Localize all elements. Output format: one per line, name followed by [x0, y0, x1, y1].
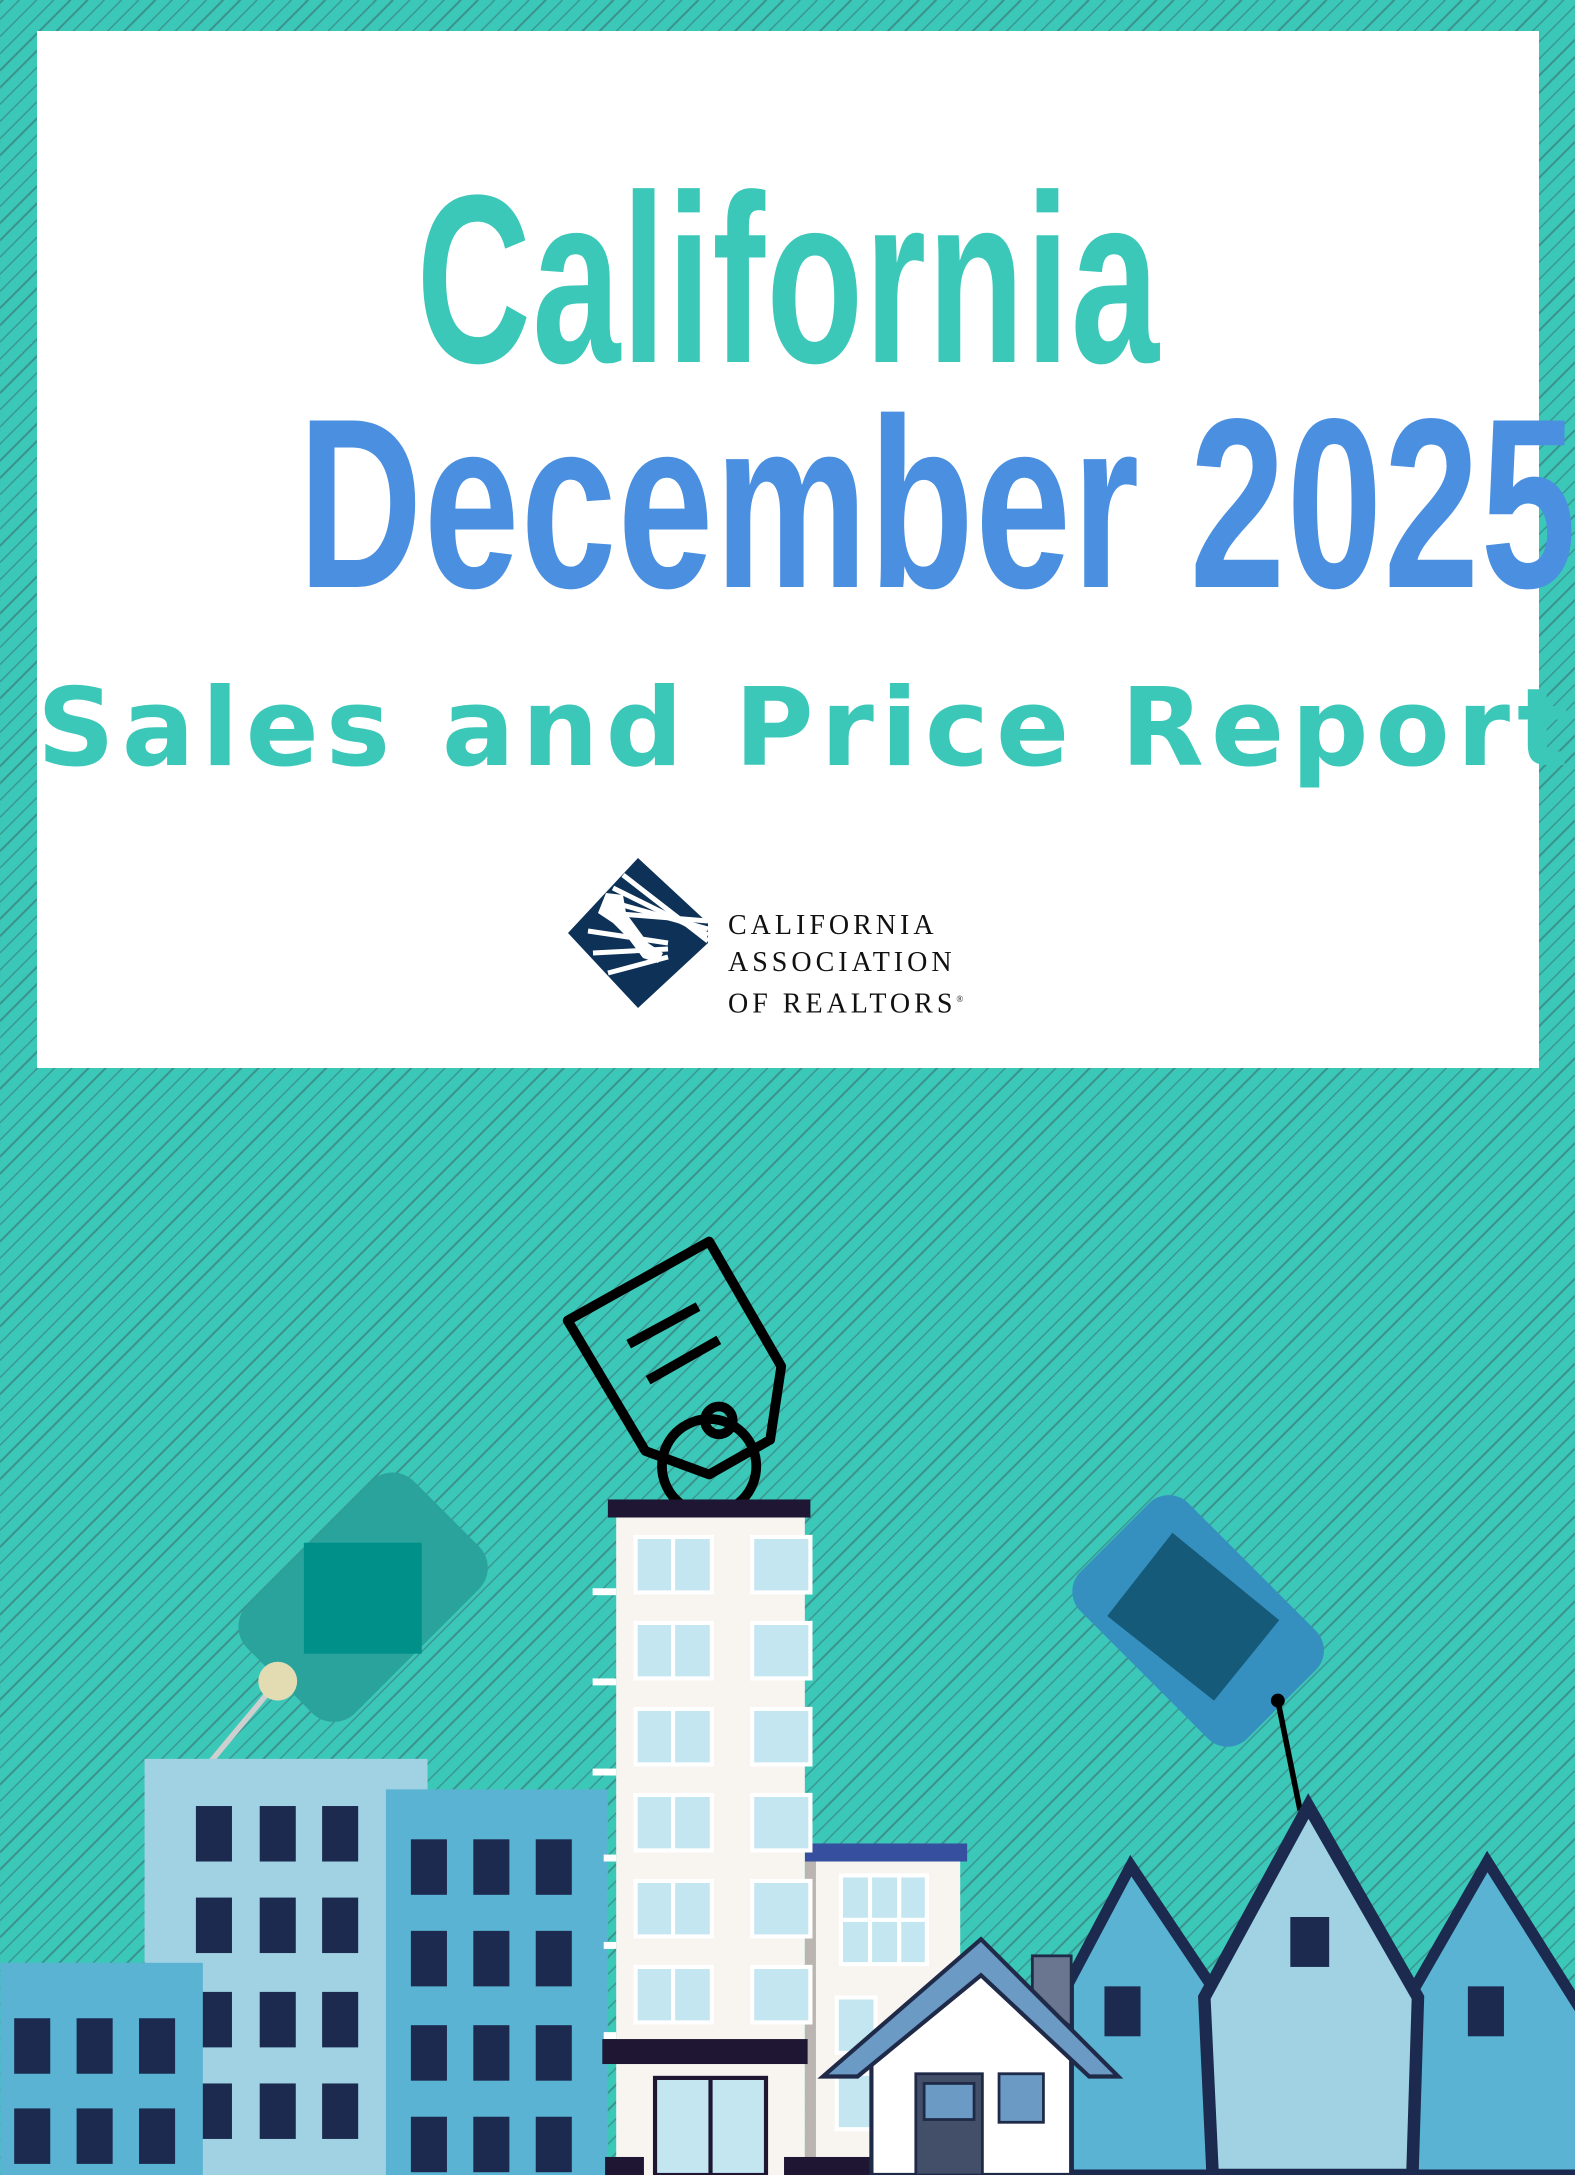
- house-right-2: [1198, 1793, 1425, 2175]
- registered-mark: ®: [956, 994, 964, 1004]
- building-short-left: [0, 1962, 203, 2175]
- house-right-1: [1062, 1854, 1220, 2175]
- date-text: December 2025: [298, 369, 1575, 639]
- building-tall: [592, 1499, 875, 2175]
- car-logo-mark-icon: [568, 858, 710, 1008]
- house-white: [817, 1936, 1124, 2175]
- logo-line-3-text: OF REALTORS: [728, 988, 957, 1020]
- building-medium: [385, 1789, 608, 2175]
- title-card: California December 2025 Sales and Price…: [37, 31, 1575, 1068]
- price-tag-teal-icon: [199, 1472, 488, 1775]
- car-logo-text: CALIFORNIA ASSOCIATION OF REALTORS®: [728, 907, 963, 1022]
- logo-line-1: CALIFORNIA: [728, 910, 938, 941]
- logo-line-2: ASSOCIATION: [728, 947, 956, 978]
- subtitle: Sales and Price Report: [37, 666, 1569, 791]
- logo-line-3: OF REALTORS®: [728, 981, 963, 1022]
- price-tag-outline-icon: [562, 1236, 787, 1519]
- price-tag-blue-icon: [1072, 1495, 1324, 1811]
- house-right-3: [1395, 1850, 1575, 2175]
- subtitle-text: Sales and Price Report: [37, 666, 1575, 791]
- title-line-california: California: [37, 159, 1539, 399]
- car-logo: CALIFORNIA ASSOCIATION OF REALTORS®: [568, 853, 988, 1019]
- title-line-date: December 2025: [37, 383, 1575, 625]
- title-text: California: [416, 145, 1160, 413]
